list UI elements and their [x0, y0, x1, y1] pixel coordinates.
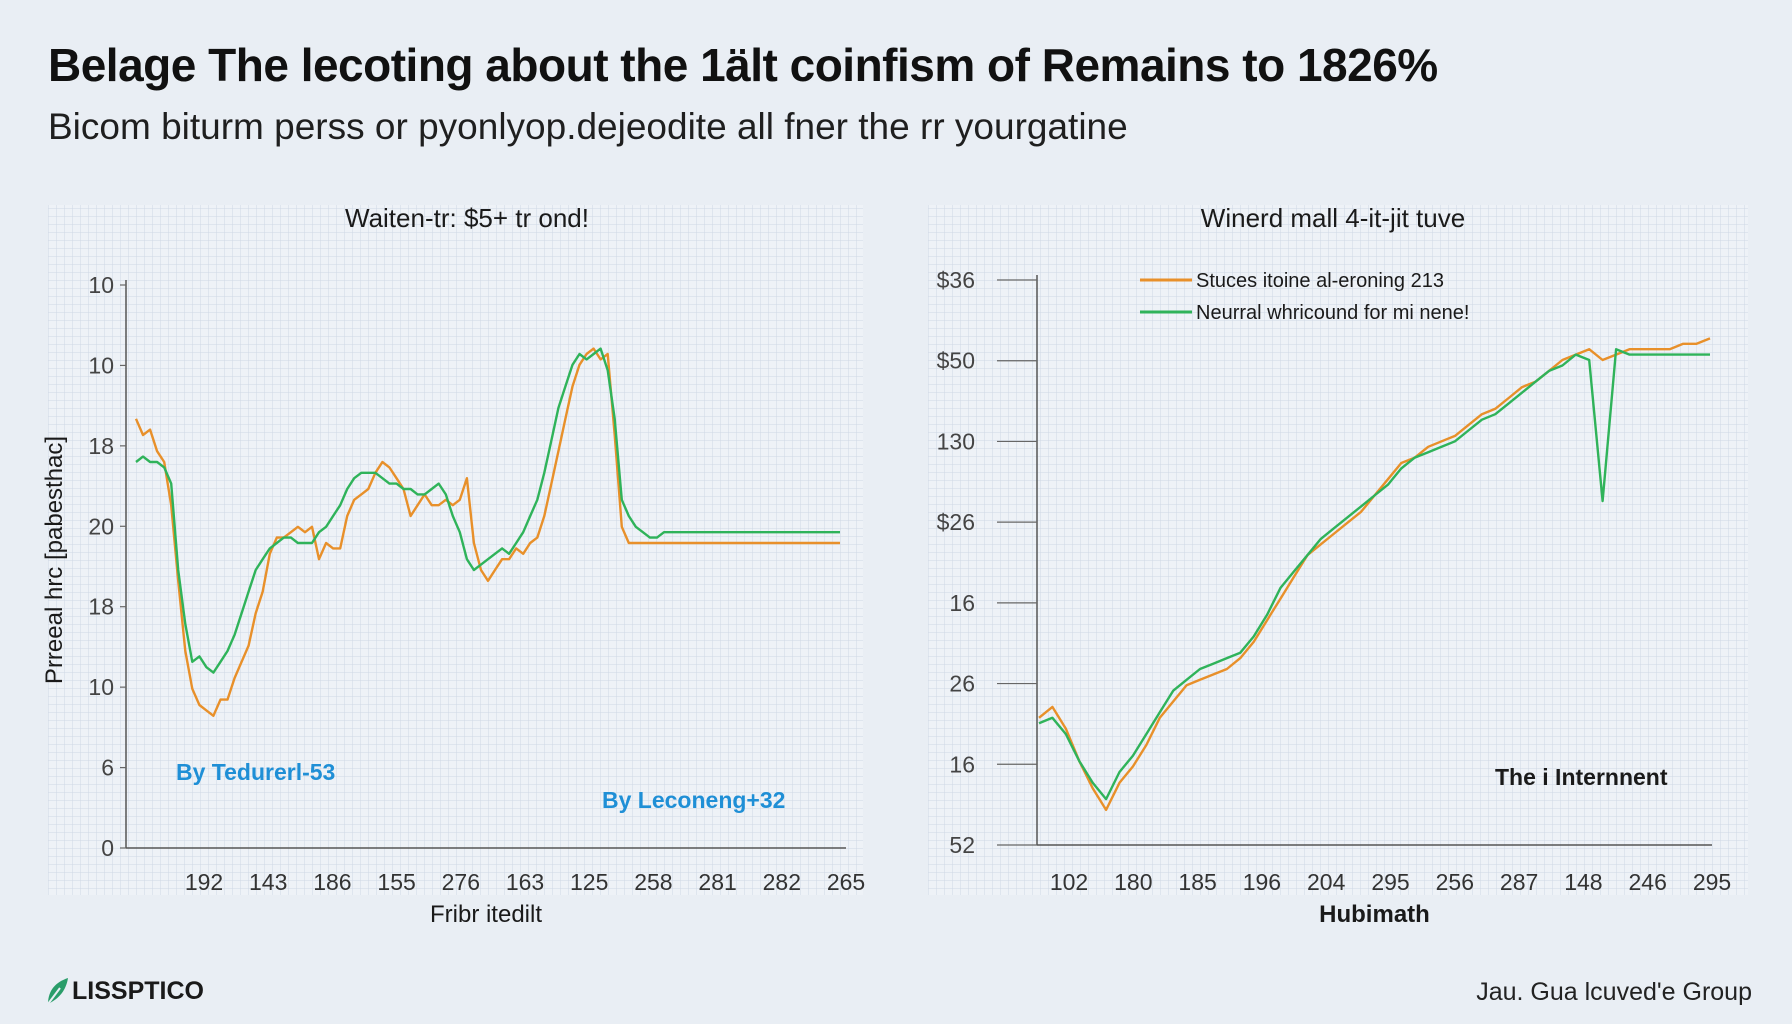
- series-line-orange: [134, 347, 840, 717]
- x-tick-label: 256: [1436, 869, 1474, 895]
- page-title: Belage The lecoting about the 1ält coinf…: [48, 39, 1438, 91]
- plot-background: [48, 205, 863, 895]
- y-tick-label: 10: [88, 674, 114, 700]
- brand-logo-text: LISSPTICO: [72, 976, 204, 1005]
- y-axis-label: Prreeal hrc [pabesthac]: [41, 436, 68, 684]
- x-tick-label: 246: [1629, 869, 1667, 895]
- x-tick-label: 258: [634, 869, 672, 895]
- y-tick-label: 16: [949, 751, 975, 777]
- chart-annotation: The i Internnent: [1495, 764, 1668, 790]
- x-tick-label: 163: [506, 869, 544, 895]
- plot-background: [928, 205, 1748, 895]
- x-tick-label: 281: [698, 869, 736, 895]
- chart-title: Waiten-tr: $5+ tr ond!: [345, 203, 589, 233]
- x-axis-label: Hubimath: [1319, 901, 1430, 928]
- y-tick-label: 10: [88, 272, 114, 298]
- y-tick-label: $36: [937, 267, 975, 293]
- legend-label: Stuces itoine al-eroning 213: [1196, 270, 1444, 292]
- x-tick-label: 265: [827, 869, 865, 895]
- y-tick-label: 18: [88, 594, 114, 620]
- x-tick-label: 196: [1243, 869, 1281, 895]
- y-tick-label: 0: [101, 835, 114, 861]
- y-tick-label: $50: [937, 348, 975, 374]
- series-line-green: [135, 347, 840, 674]
- x-tick-label: 276: [442, 869, 480, 895]
- source-credit: Jau. Gua lcuved'e Group: [1476, 978, 1752, 1006]
- x-tick-label: 125: [570, 869, 608, 895]
- y-tick-label: 16: [949, 590, 975, 616]
- x-tick-label: 186: [313, 869, 351, 895]
- y-tick-label: 6: [101, 755, 114, 781]
- x-tick-label: 143: [249, 869, 287, 895]
- chart-title: Winerd mall 4-it-jit tuve: [1201, 203, 1465, 233]
- series-line-green: [1038, 348, 1710, 801]
- x-tick-label: 295: [1371, 869, 1409, 895]
- chart-right: Winerd mall 4-it-jit tuve $36 $50 130 $26 16 2…: [928, 203, 1748, 928]
- y-tick-label: 18: [88, 433, 114, 459]
- brand-logo: LISSPTICO: [44, 976, 204, 1006]
- x-tick-label: 295: [1693, 869, 1731, 895]
- y-tick-label: 20: [88, 513, 114, 539]
- y-tick-label: 130: [937, 428, 975, 454]
- y-tick-label: 10: [88, 352, 114, 378]
- x-tick-label: 102: [1050, 869, 1088, 895]
- y-tick-label: 26: [949, 671, 975, 697]
- y-tick-label: 52: [949, 832, 975, 858]
- x-tick-label: 192: [185, 869, 223, 895]
- chart-annotation: By Leconeng+32: [602, 787, 785, 813]
- x-axis-label: Fribr itedilt: [430, 901, 542, 928]
- page-subtitle: Bicom biturm perss or pyonlyop.dejeodite…: [48, 106, 1128, 147]
- x-tick-label: 204: [1307, 869, 1346, 895]
- x-tick-label: 155: [377, 869, 415, 895]
- x-tick-label: 180: [1114, 869, 1152, 895]
- legend-label: Neurral whricound for mi nene!: [1196, 302, 1469, 324]
- x-tick-label: 148: [1564, 869, 1602, 895]
- x-tick-label: 185: [1178, 869, 1216, 895]
- x-tick-label: 282: [763, 869, 801, 895]
- x-tick-label: 287: [1500, 869, 1538, 895]
- y-tick-label: $26: [937, 509, 975, 535]
- chart-annotation: By Tedurerl-53: [176, 759, 335, 785]
- leaf-logo-icon: [47, 978, 68, 1005]
- chart-left: Waiten-tr: $5+ tr ond! 10 10 18 20 18 10 6 0 192 1…: [41, 203, 865, 928]
